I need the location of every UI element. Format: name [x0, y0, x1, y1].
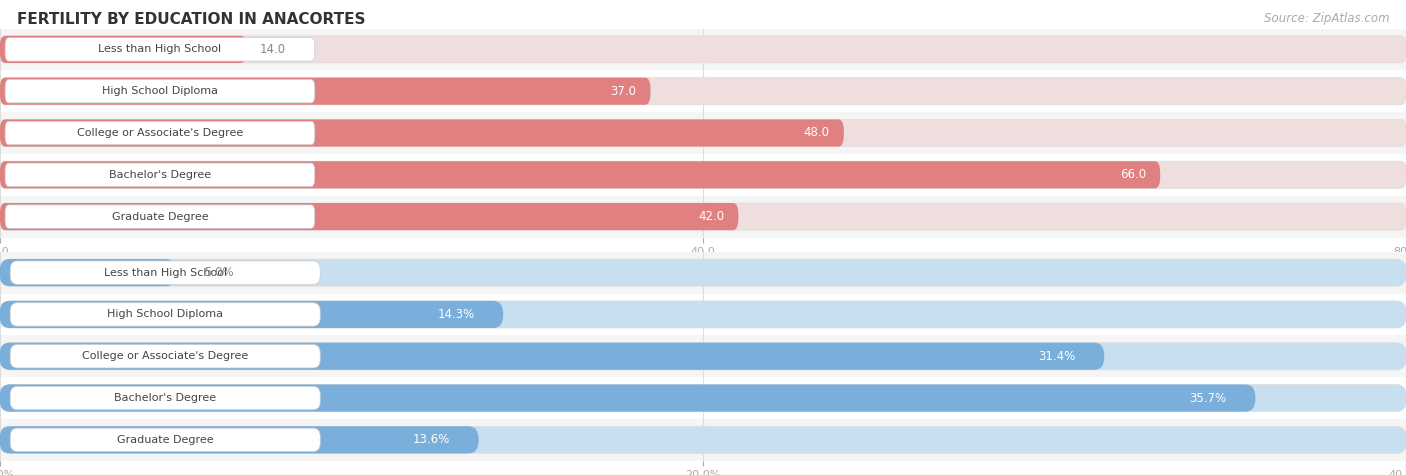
Bar	[0, 112, 1406, 154]
FancyBboxPatch shape	[0, 426, 1406, 454]
Bar	[0, 377, 1406, 419]
FancyBboxPatch shape	[0, 77, 651, 105]
Text: 48.0: 48.0	[804, 126, 830, 140]
FancyBboxPatch shape	[0, 342, 1104, 370]
FancyBboxPatch shape	[0, 301, 503, 328]
FancyBboxPatch shape	[0, 342, 1406, 370]
FancyBboxPatch shape	[6, 121, 315, 145]
FancyBboxPatch shape	[0, 36, 1406, 63]
Text: 66.0: 66.0	[1119, 168, 1146, 181]
Text: 14.3%: 14.3%	[437, 308, 475, 321]
Text: College or Associate's Degree: College or Associate's Degree	[82, 351, 249, 361]
FancyBboxPatch shape	[6, 79, 315, 103]
Text: High School Diploma: High School Diploma	[101, 86, 218, 96]
Text: 14.0: 14.0	[260, 43, 287, 56]
Bar	[0, 419, 1406, 461]
Bar	[0, 335, 1406, 377]
FancyBboxPatch shape	[0, 77, 1406, 105]
Text: College or Associate's Degree: College or Associate's Degree	[77, 128, 243, 138]
Text: 42.0: 42.0	[697, 210, 724, 223]
FancyBboxPatch shape	[0, 301, 1406, 328]
FancyBboxPatch shape	[0, 259, 176, 286]
Bar	[0, 70, 1406, 112]
Text: Bachelor's Degree: Bachelor's Degree	[114, 393, 217, 403]
Text: 13.6%: 13.6%	[413, 433, 450, 446]
FancyBboxPatch shape	[0, 161, 1406, 189]
Text: Less than High School: Less than High School	[98, 44, 222, 55]
Text: 31.4%: 31.4%	[1039, 350, 1076, 363]
FancyBboxPatch shape	[0, 119, 1406, 147]
Bar	[0, 196, 1406, 238]
Text: Bachelor's Degree: Bachelor's Degree	[108, 170, 211, 180]
FancyBboxPatch shape	[6, 205, 315, 228]
Text: Graduate Degree: Graduate Degree	[111, 211, 208, 222]
FancyBboxPatch shape	[0, 384, 1256, 412]
FancyBboxPatch shape	[0, 384, 1406, 412]
FancyBboxPatch shape	[0, 161, 1160, 189]
FancyBboxPatch shape	[0, 36, 246, 63]
Text: 37.0: 37.0	[610, 85, 637, 98]
Bar	[0, 154, 1406, 196]
FancyBboxPatch shape	[6, 163, 315, 187]
Text: Graduate Degree: Graduate Degree	[117, 435, 214, 445]
FancyBboxPatch shape	[0, 259, 1406, 286]
Text: 5.0%: 5.0%	[204, 266, 233, 279]
FancyBboxPatch shape	[10, 261, 321, 285]
FancyBboxPatch shape	[10, 303, 321, 326]
Bar	[0, 294, 1406, 335]
FancyBboxPatch shape	[10, 428, 321, 452]
FancyBboxPatch shape	[10, 344, 321, 368]
Text: High School Diploma: High School Diploma	[107, 309, 224, 320]
Text: Source: ZipAtlas.com: Source: ZipAtlas.com	[1264, 12, 1389, 25]
FancyBboxPatch shape	[6, 38, 315, 61]
FancyBboxPatch shape	[0, 203, 1406, 230]
Bar	[0, 28, 1406, 70]
FancyBboxPatch shape	[0, 119, 844, 147]
Text: 35.7%: 35.7%	[1189, 391, 1227, 405]
Text: FERTILITY BY EDUCATION IN ANACORTES: FERTILITY BY EDUCATION IN ANACORTES	[17, 12, 366, 27]
FancyBboxPatch shape	[10, 386, 321, 410]
Text: Less than High School: Less than High School	[104, 267, 226, 278]
FancyBboxPatch shape	[0, 203, 738, 230]
Bar	[0, 252, 1406, 294]
FancyBboxPatch shape	[0, 426, 478, 454]
